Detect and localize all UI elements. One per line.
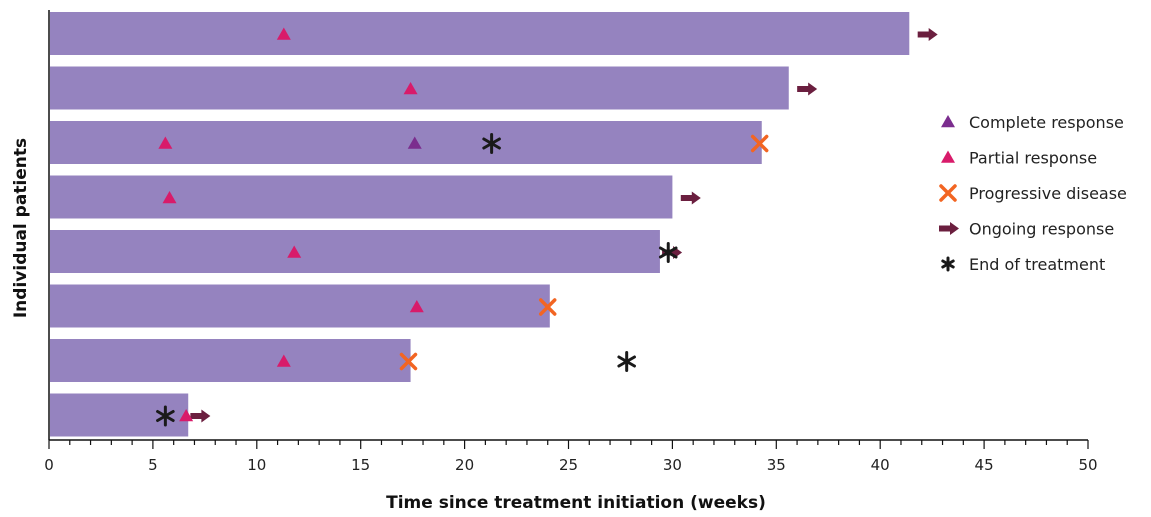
ongoing-response-marker: [680, 191, 701, 205]
axes-layer: 0 5 10 15 20 25 30 35 40 45 50: [44, 10, 1098, 474]
ongoing-response-marker: [917, 28, 938, 41]
x-axis-title: Time since treatment initiation (weeks): [386, 493, 766, 513]
x-tick-label: 25: [559, 456, 578, 474]
bars-layer: [50, 12, 910, 437]
patient-bar: [50, 12, 910, 55]
x-tick-label: 20: [455, 456, 474, 474]
complete-response-legend-marker: [941, 115, 955, 128]
x-tick-label: 35: [767, 456, 786, 474]
patient-bar: [50, 230, 660, 273]
legend-label: Partial response: [969, 149, 1097, 168]
x-tick-label: 10: [247, 456, 266, 474]
x-tick-label: 40: [871, 456, 890, 474]
legend-item-progressive-disease: Progressive disease: [939, 184, 1127, 203]
partial-response-marker: [179, 409, 194, 422]
x-tick-label: 15: [351, 456, 370, 474]
legend-label: End of treatment: [969, 255, 1105, 274]
progressive-disease-marker: [750, 134, 769, 153]
partial-response-marker: [276, 27, 291, 40]
legend-label: Progressive disease: [969, 184, 1127, 203]
patient-bar: [50, 121, 762, 164]
x-tick-label: 45: [975, 456, 994, 474]
partial-response-marker: [162, 191, 177, 204]
end-of-treatment-marker: [156, 405, 175, 427]
partial-response-legend-marker: [941, 150, 955, 163]
end-of-treatment-legend-marker: [941, 256, 955, 272]
ongoing-response-marker: [797, 82, 818, 96]
legend-item-partial-response: Partial response: [941, 149, 1097, 168]
complete-response-marker: [407, 136, 422, 149]
patient-bar: [50, 339, 411, 382]
partial-response-marker: [287, 245, 302, 258]
x-tick-label: 30: [663, 456, 682, 474]
partial-response-marker: [403, 82, 418, 95]
progressive-disease-marker: [399, 352, 418, 371]
ongoing-response-marker: [190, 409, 211, 423]
y-axis-title: Individual patients: [11, 138, 31, 318]
legend-item-end-of-treatment: End of treatment: [941, 255, 1105, 274]
partial-response-marker: [276, 354, 291, 367]
x-tick-label: 50: [1078, 456, 1097, 474]
progressive-disease-marker: [538, 298, 557, 316]
ongoing-response-marker: [662, 246, 683, 259]
markers-layer: [156, 27, 938, 427]
end-of-treatment-marker: [658, 242, 678, 263]
patient-bar: [50, 284, 550, 328]
partial-response-marker: [158, 136, 173, 149]
end-of-treatment-marker: [617, 351, 636, 372]
patient-bar: [50, 66, 789, 110]
x-tick-label: 0: [44, 456, 54, 474]
legend-item-complete-response: Complete response: [941, 113, 1124, 132]
legend-label: Ongoing response: [969, 220, 1114, 239]
legend-item-ongoing-response: Ongoing response: [939, 220, 1114, 239]
ongoing-response-legend-marker: [939, 222, 959, 235]
end-of-treatment-marker: [482, 133, 501, 154]
partial-response-marker: [409, 300, 424, 313]
patient-bar: [50, 175, 673, 219]
x-ticks: 0 5 10 15 20 25 30 35 40 45 50: [44, 440, 1098, 474]
legend: Complete response Partial response Progres…: [939, 113, 1127, 274]
x-tick-label: 5: [148, 456, 158, 474]
legend-label: Complete response: [969, 113, 1124, 132]
progressive-disease-legend-marker: [939, 184, 957, 202]
